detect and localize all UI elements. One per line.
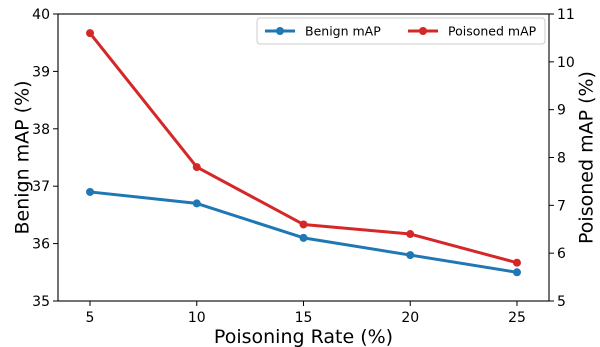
y-left-tick-label: 39	[32, 64, 50, 80]
series-lines	[86, 29, 521, 277]
data-point-benign-map	[192, 199, 201, 208]
x-axis-label: Poisoning Rate (%)	[214, 326, 393, 347]
y-right-tick-label: 9	[557, 103, 566, 119]
data-point-poisoned-map	[192, 163, 201, 172]
y-right-tick-label: 7	[557, 198, 566, 214]
data-point-poisoned-map	[406, 230, 415, 239]
y-axis-left-label: Benign mAP (%)	[12, 80, 34, 234]
y-right-tick-label: 6	[557, 246, 566, 262]
data-point-poisoned-map	[512, 258, 521, 267]
series-line-benign-map	[89, 190, 518, 274]
y-right-tick-label: 8	[557, 151, 566, 167]
x-tick-label: 25	[508, 310, 526, 326]
plot-area	[57, 13, 550, 302]
legend-label-benign: Benign mAP	[305, 24, 381, 39]
data-point-benign-map	[512, 268, 521, 277]
y-right-tick-label: 10	[557, 55, 575, 71]
y-left-tick-label: 35	[32, 294, 50, 310]
x-tick-label: 5	[86, 310, 95, 326]
x-tick-label: 15	[295, 310, 313, 326]
data-point-poisoned-map	[86, 29, 95, 38]
x-tick-label: 10	[188, 310, 206, 326]
data-point-benign-map	[406, 251, 415, 260]
plot-frame	[57, 13, 550, 302]
y-right-tick-label: 5	[557, 294, 566, 310]
y-left-tick-label: 36	[32, 237, 50, 253]
y-right-tick-label: 11	[557, 7, 575, 23]
legend-label-poisoned: Poisoned mAP	[448, 24, 537, 39]
x-tick-label: 20	[401, 310, 419, 326]
legend-marker-poisoned	[419, 27, 427, 35]
y-left-tick-label: 40	[32, 7, 50, 23]
data-point-benign-map	[299, 233, 308, 242]
data-point-benign-map	[86, 187, 95, 196]
y-left-tick-label: 37	[32, 179, 50, 195]
legend-box	[256, 17, 546, 45]
legend-marker-benign	[276, 27, 284, 35]
y-axis-right-label: Poisoned mAP (%)	[576, 71, 598, 244]
data-point-poisoned-map	[299, 220, 308, 229]
axes: 5 10 15 20 25 35 36 37 38 39 40 5 6 7 8 9 10 11	[32, 7, 575, 326]
legend: Benign mAP Poisoned mAP	[256, 17, 546, 45]
y-left-tick-label: 38	[32, 122, 50, 138]
